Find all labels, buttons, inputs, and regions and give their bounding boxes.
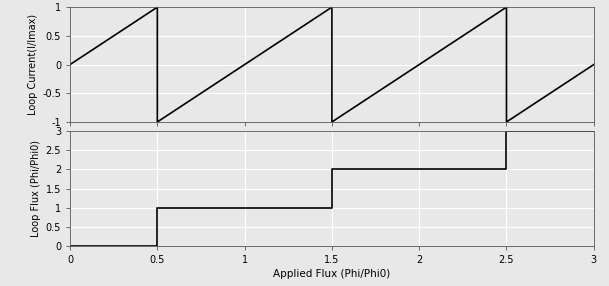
Y-axis label: Loop Flux (Phi/Phi0): Loop Flux (Phi/Phi0)	[31, 140, 41, 237]
X-axis label: Applied Flux (Phi/Phi0): Applied Flux (Phi/Phi0)	[273, 269, 390, 279]
Y-axis label: Loop Current(I/Imax): Loop Current(I/Imax)	[28, 14, 38, 115]
